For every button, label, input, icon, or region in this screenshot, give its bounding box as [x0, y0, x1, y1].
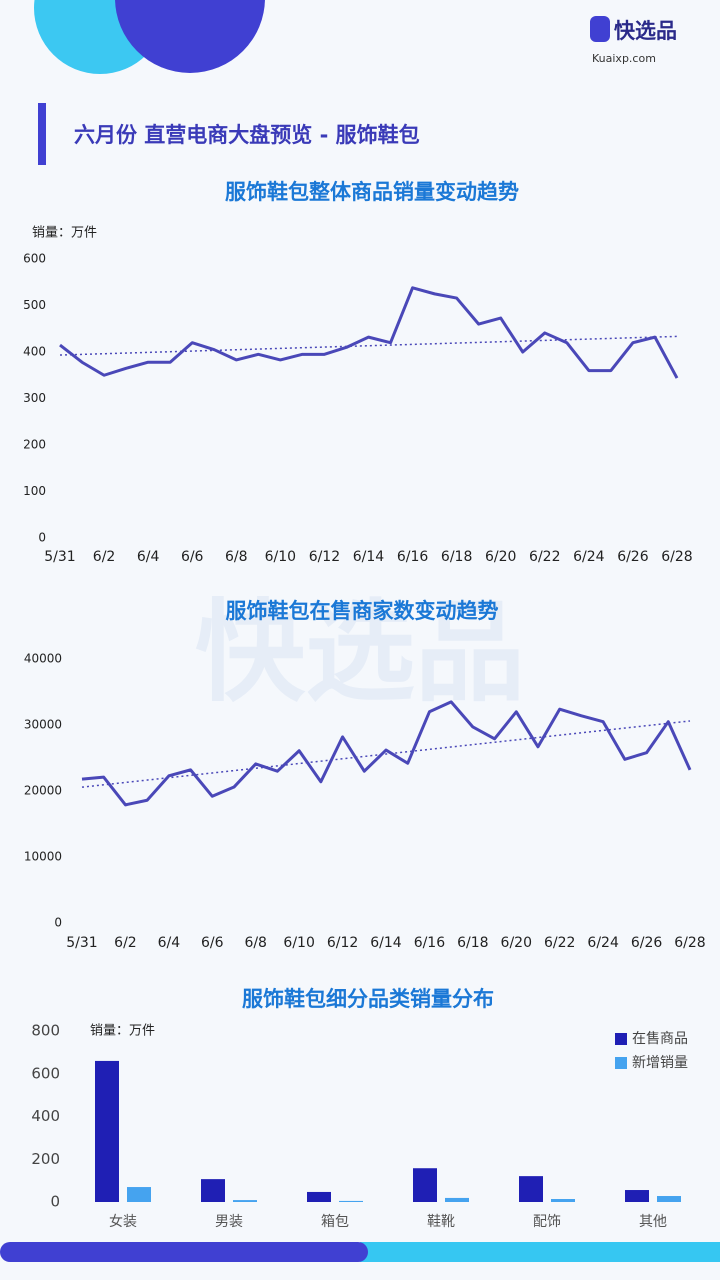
bar	[307, 1191, 331, 1202]
y-tick-label: 0	[50, 1193, 60, 1211]
y-tick-label: 500	[23, 298, 46, 312]
bar	[551, 1199, 575, 1202]
x-tick-label: 6/20	[501, 935, 532, 951]
page-title: 六月份 直营电商大盘预览 - 服饰鞋包	[74, 123, 420, 147]
legend-label: 新增销量	[632, 1055, 688, 1071]
chart-title: 服饰鞋包细分品类销量分布	[242, 987, 494, 1011]
y-tick-label: 200	[31, 1150, 60, 1168]
deco-bar	[360, 1242, 720, 1262]
y-tick-label: 300	[23, 391, 46, 405]
legend-swatch	[615, 1033, 627, 1045]
bar	[413, 1168, 437, 1202]
y-tick-label: 600	[23, 252, 46, 266]
y-tick-label: 400	[23, 345, 46, 359]
y-tick-label: 40000	[24, 652, 62, 666]
axis-label: 销量：万件	[32, 226, 97, 241]
x-tick-label: 女装	[109, 1213, 137, 1230]
chart-title: 服饰鞋包整体商品销量变动趋势	[225, 180, 519, 204]
x-tick-label: 6/2	[114, 935, 137, 951]
x-tick-label: 6/20	[485, 549, 516, 565]
x-tick-label: 6/16	[414, 935, 446, 951]
x-tick-label: 6/8	[244, 935, 267, 951]
bar	[339, 1200, 363, 1202]
y-tick-label: 600	[31, 1064, 60, 1082]
chart-title: 服饰鞋包在售商家数变动趋势	[226, 599, 499, 623]
x-tick-label: 6/22	[544, 935, 575, 951]
x-tick-label: 6/4	[137, 549, 160, 565]
y-tick-label: 800	[31, 1022, 60, 1040]
x-tick-label: 6/12	[309, 549, 340, 565]
x-tick-label: 6/6	[181, 549, 204, 565]
x-tick-label: 6/8	[225, 549, 248, 565]
y-tick-label: 0	[38, 531, 46, 545]
y-tick-label: 20000	[24, 784, 62, 798]
x-tick-label: 男装	[215, 1214, 243, 1230]
deco-bar	[0, 1242, 368, 1262]
bar	[233, 1200, 257, 1202]
x-tick-label: 6/2	[93, 549, 116, 565]
x-tick-label: 鞋靴	[427, 1214, 455, 1230]
x-tick-label: 配饰	[533, 1214, 561, 1230]
x-tick-label: 箱包	[321, 1214, 349, 1230]
x-tick-label: 5/31	[66, 935, 97, 951]
legend-label: 在售商品	[632, 1031, 688, 1047]
x-tick-label: 6/16	[397, 549, 429, 565]
x-tick-label: 6/10	[265, 549, 296, 565]
bar	[95, 1060, 119, 1202]
watermark: 快选品	[195, 588, 525, 716]
x-tick-label: 6/26	[617, 549, 649, 565]
y-tick-label: 30000	[24, 718, 62, 732]
x-tick-label: 6/14	[353, 549, 385, 565]
y-tick-label: 400	[31, 1107, 60, 1125]
axis-label: 销量：万件	[90, 1024, 155, 1039]
bar	[201, 1179, 225, 1202]
bar	[657, 1196, 681, 1202]
bar	[445, 1197, 469, 1202]
x-tick-label: 6/22	[529, 549, 560, 565]
brand: 快选品	[614, 19, 677, 43]
x-tick-label: 6/4	[158, 935, 181, 951]
legend-swatch	[615, 1057, 627, 1069]
x-tick-label: 6/24	[573, 549, 605, 565]
deco-circle	[115, 0, 265, 73]
logo-icon	[590, 16, 610, 42]
x-tick-label: 6/6	[201, 935, 224, 951]
y-tick-label: 0	[54, 916, 62, 930]
x-tick-label: 6/18	[457, 935, 488, 951]
y-tick-label: 100	[23, 484, 46, 498]
title-bar	[38, 103, 46, 165]
bar	[127, 1187, 151, 1202]
line-series	[81, 700, 692, 807]
trend-line	[81, 720, 691, 788]
x-tick-label: 5/31	[44, 549, 75, 565]
y-tick-label: 200	[23, 438, 46, 452]
line-series	[59, 286, 679, 379]
x-tick-label: 6/10	[283, 935, 314, 951]
brand-url: Kuaixp.com	[592, 52, 656, 65]
x-tick-label: 6/28	[661, 549, 692, 565]
x-tick-label: 其他	[639, 1214, 667, 1230]
bar	[519, 1176, 543, 1202]
x-tick-label: 6/26	[631, 935, 663, 951]
x-tick-label: 6/28	[674, 935, 705, 951]
x-tick-label: 6/18	[441, 549, 472, 565]
x-tick-label: 6/12	[327, 935, 358, 951]
bar	[625, 1190, 649, 1202]
y-tick-label: 10000	[24, 850, 62, 864]
x-tick-label: 6/24	[587, 935, 619, 951]
x-tick-label: 6/14	[370, 935, 402, 951]
